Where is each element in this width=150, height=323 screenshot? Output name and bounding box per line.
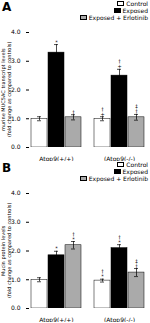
- svg-text:4.0: 4.0: [11, 28, 21, 35]
- svg-text:†*: †*: [72, 231, 75, 242]
- svg-text:‡†: ‡†: [135, 103, 138, 114]
- html-text:A: A: [2, 0, 12, 14]
- svg-text:†+: †+: [117, 58, 121, 69]
- svg-text:*: *: [55, 245, 58, 251]
- html-text:Exposed + Erlotinib: Exposed + Erlotinib: [88, 175, 148, 182]
- html-text:Exposed + Erlotinib: Exposed + Erlotinib: [88, 14, 148, 21]
- html-text:Control: Control: [126, 0, 148, 7]
- svg-text:†+: †+: [100, 106, 104, 117]
- svg-text:†*: †*: [118, 234, 121, 245]
- svg-text:(Atop9(-/-): (Atop9(-/-): [104, 155, 135, 161]
- svg-text:(Atop9(-/-): (Atop9(-/-): [104, 316, 135, 322]
- svg-text:0.0: 0.0: [11, 304, 21, 311]
- svg-text:Atop9(+/+): Atop9(+/+): [39, 316, 73, 322]
- svg-text:1.0: 1.0: [11, 276, 21, 283]
- svg-text:3.0: 3.0: [11, 218, 21, 225]
- svg-text:Atop9(+/+): Atop9(+/+): [39, 155, 73, 161]
- svg-text:0.0: 0.0: [11, 143, 21, 150]
- svg-text:1.0: 1.0: [11, 115, 21, 122]
- svg-text:2.0: 2.0: [11, 247, 21, 254]
- svg-text:*: *: [55, 39, 58, 45]
- html-text:Exposed: Exposed: [122, 7, 148, 14]
- html-text:murine MUC5AC transcript level: murine MUC5AC transcript levels (fold ch…: [0, 41, 12, 138]
- html-text:Exposed: Exposed: [122, 168, 148, 175]
- svg-text:‡†: ‡†: [135, 258, 138, 269]
- svg-text:3.0: 3.0: [11, 57, 21, 64]
- html-text:Control: Control: [126, 161, 148, 168]
- svg-text:†*: †*: [101, 268, 104, 279]
- html-text:Mucin protein levels (fold cha: Mucin protein levels (fold change as com…: [0, 202, 12, 299]
- svg-text:2.0: 2.0: [11, 86, 21, 93]
- svg-text:4.0: 4.0: [11, 189, 21, 196]
- svg-text:†: †: [72, 109, 75, 115]
- html-text:B: B: [2, 161, 12, 175]
